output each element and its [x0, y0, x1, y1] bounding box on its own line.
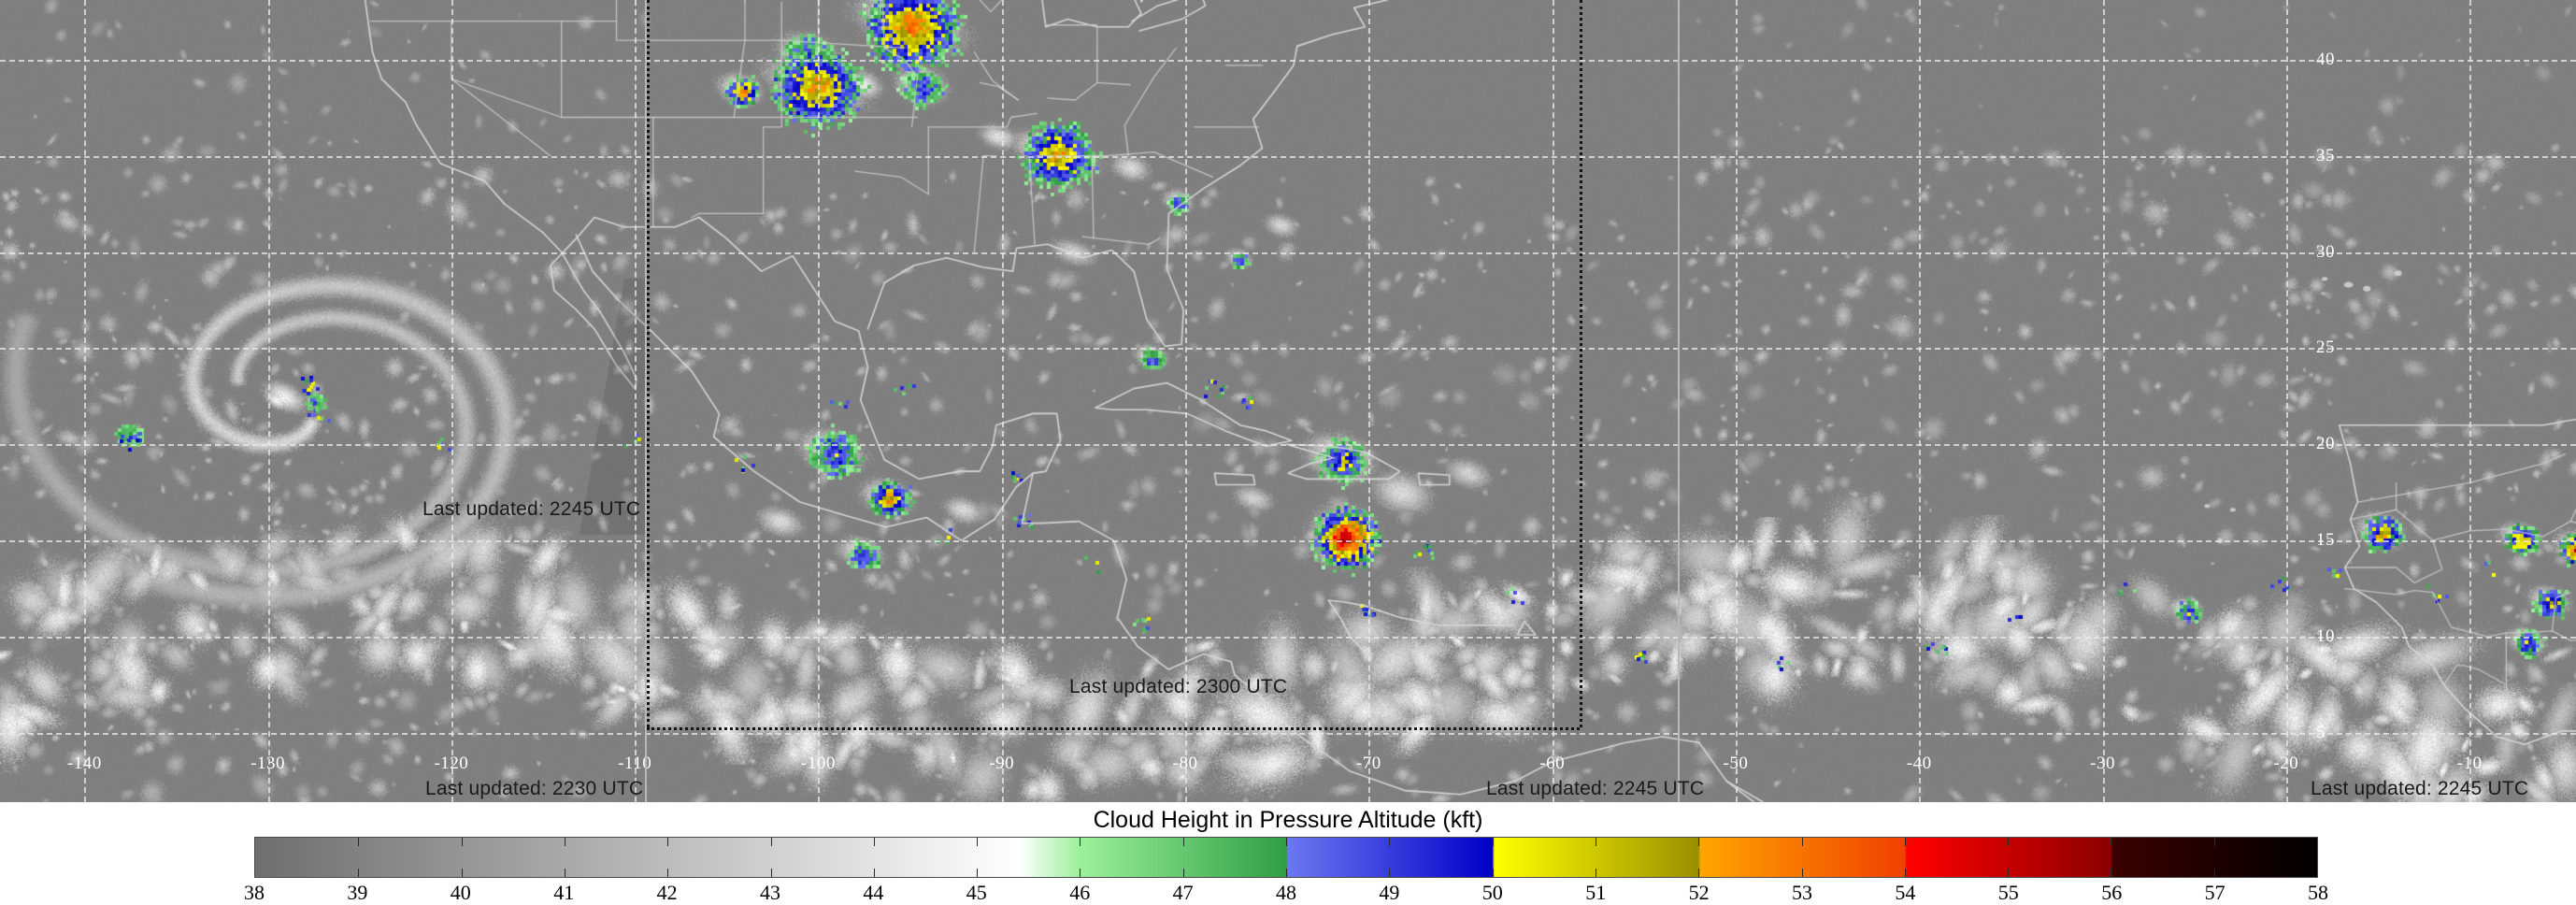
- colorbar-tick: [1492, 838, 1494, 846]
- longitude-label: -90: [989, 754, 1015, 773]
- colorbar-tick: [1698, 838, 1700, 846]
- colorbar-tick-label: 44: [863, 881, 884, 904]
- colorbar-tick-labels: 38 39 40 41 42 43 44 45 46 47 48 49 50 51 52 53 54 55 56 57…: [244, 881, 2328, 905]
- sector-divider: [1678, 0, 1680, 802]
- colorbar-tick-label: 56: [2101, 881, 2123, 904]
- colorbar-tick: [1801, 869, 1803, 877]
- colorbar-tick-label: 40: [450, 881, 471, 904]
- colorbar-tick-label: 51: [1585, 881, 1607, 904]
- latitude-label: 25: [2316, 338, 2335, 358]
- colorbar-tick-label: 49: [1379, 881, 1400, 904]
- longitude-label: -120: [434, 754, 469, 773]
- colorbar-tick: [873, 869, 875, 877]
- longitude-label: -100: [801, 754, 836, 773]
- latitude-label: 20: [2316, 434, 2335, 454]
- colorbar-tick: [461, 869, 463, 877]
- colorbar-tick: [2008, 838, 2010, 846]
- epac-sector-stamp: Last updated: 2245 UTC: [422, 498, 641, 520]
- colorbar-tick: [873, 838, 875, 846]
- colorbar-tick-label: 45: [966, 881, 987, 904]
- colorbar-wrap: [254, 837, 2318, 878]
- colorbar-tick: [1389, 838, 1391, 846]
- longitude-label: -20: [2273, 754, 2299, 773]
- longitude-label: -60: [1539, 754, 1566, 773]
- colorbar-tick-label: 46: [1069, 881, 1091, 904]
- atlantic-sector-stamp: Last updated: 2245 UTC: [1486, 778, 1705, 799]
- conus-sector-stamp: Last updated: 2300 UTC: [1069, 676, 1288, 697]
- latitude-label: 15: [2316, 530, 2335, 551]
- colorbar-tick: [770, 869, 772, 877]
- colorbar-tick: [770, 838, 772, 846]
- colorbar-tick: [358, 869, 360, 877]
- colorbar-tick: [1182, 869, 1184, 877]
- colorbar-tick: [1286, 869, 1287, 877]
- colorbar-tick-label: 38: [244, 881, 265, 904]
- colorbar-tick-label: 54: [1895, 881, 1916, 904]
- colorbar-tick: [2213, 838, 2215, 846]
- colorbar-tick: [358, 838, 360, 846]
- colorbar-tick: [667, 838, 669, 846]
- wpac-sector-stamp: Last updated: 2230 UTC: [425, 778, 644, 799]
- colorbar-tick: [1286, 838, 1287, 846]
- colorbar-tick-label: 39: [347, 881, 368, 904]
- latitude-label: 35: [2316, 145, 2335, 165]
- colorbar-tick: [2213, 869, 2215, 877]
- colorbar-gradient: [254, 837, 2318, 878]
- africa-sector-stamp: Last updated: 2245 UTC: [2311, 778, 2529, 799]
- longitude-label: -40: [1906, 754, 1932, 773]
- colorbar-tick-label: 48: [1276, 881, 1296, 904]
- longitude-label: -110: [618, 754, 652, 773]
- colorbar-tick-label: 41: [553, 881, 575, 904]
- colorbar-tick: [461, 838, 463, 846]
- longitude-label: -80: [1172, 754, 1198, 773]
- latitude-label: 10: [2316, 626, 2335, 647]
- longitude-label: -30: [2090, 754, 2115, 773]
- colorbar-tick: [977, 838, 979, 846]
- longitude-label: -10: [2456, 754, 2483, 773]
- colorbar-tick-label: 58: [2308, 881, 2328, 904]
- satellite-map[interactable]: -140 -130 -120 -110 -100 -90 -80 -70 -60 -50 -40 -3…: [0, 0, 2576, 802]
- colorbar-tick: [977, 869, 979, 877]
- latitude-label: 40: [2316, 49, 2335, 69]
- cloud-top-height-raster: [0, 0, 2576, 802]
- colorbar-panel: Cloud Height in Pressure Altitude (kft) …: [0, 802, 2576, 904]
- colorbar-tick-label: 53: [1792, 881, 1812, 904]
- colorbar-tick: [1182, 838, 1184, 846]
- longitude-label: -70: [1355, 754, 1381, 773]
- latitude-label: 5: [2316, 722, 2326, 742]
- latitude-label: 30: [2316, 241, 2335, 262]
- colorbar-tick: [1904, 869, 1906, 877]
- colorbar-tick: [2008, 869, 2010, 877]
- longitude-label: -140: [66, 754, 102, 773]
- colorbar-tick-label: 43: [760, 881, 780, 904]
- colorbar-tick-label: 47: [1172, 881, 1194, 904]
- colorbar-tick: [1492, 869, 1494, 877]
- colorbar-tick: [667, 869, 669, 877]
- colorbar-tick: [1801, 838, 1803, 846]
- colorbar-tick: [1698, 869, 1700, 877]
- colorbar-tick-label: 57: [2204, 881, 2225, 904]
- colorbar-tick-label: 42: [656, 881, 678, 904]
- longitude-label: -130: [250, 754, 285, 773]
- colorbar-tick-label: 50: [1481, 881, 1503, 904]
- colorbar-tick: [1389, 869, 1391, 877]
- colorbar-title: Cloud Height in Pressure Altitude (kft): [1093, 807, 1483, 833]
- colorbar-tick-label: 55: [1997, 881, 2019, 904]
- longitude-label: -50: [1723, 754, 1749, 773]
- colorbar-tick-label: 52: [1688, 881, 1710, 904]
- colorbar-tick: [1904, 838, 1906, 846]
- sector-divider: [645, 0, 647, 802]
